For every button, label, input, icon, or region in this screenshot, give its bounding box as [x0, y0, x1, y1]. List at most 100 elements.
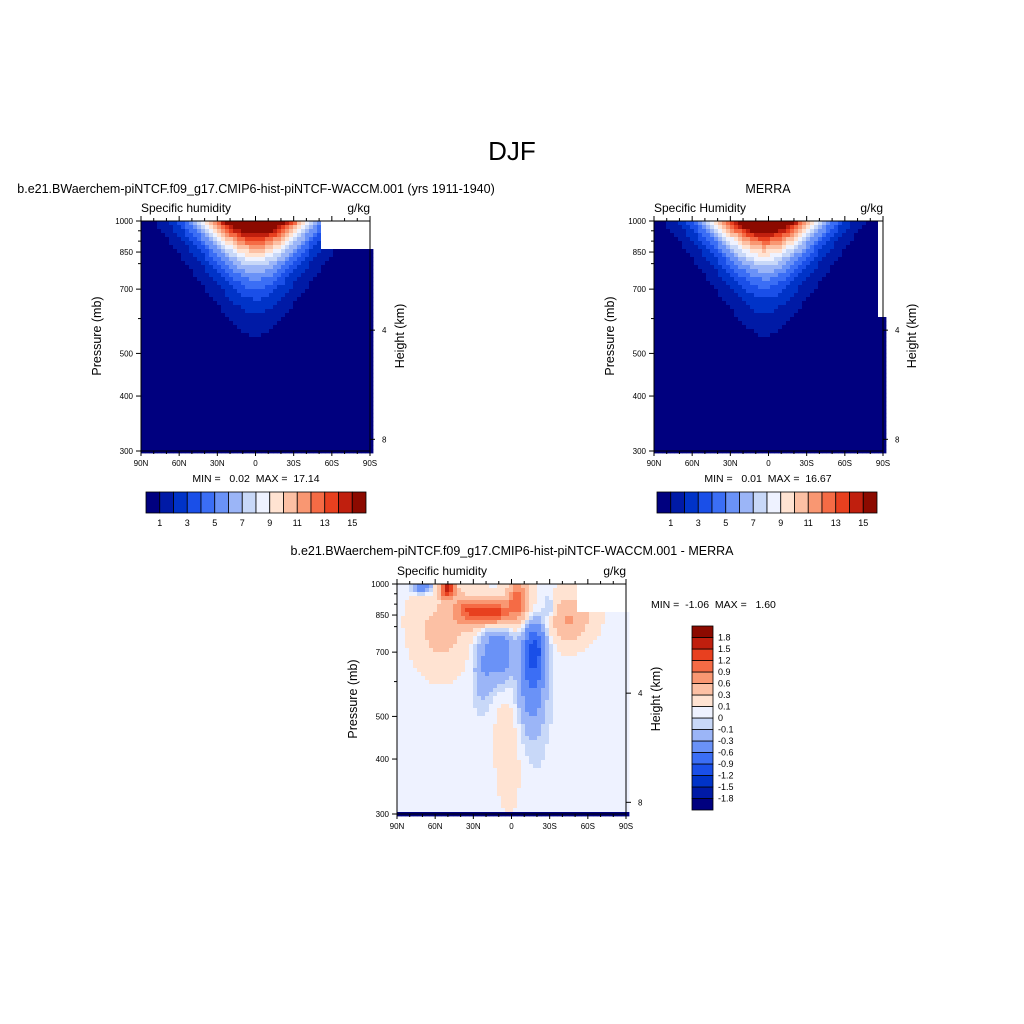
field-cell [185, 293, 190, 298]
field-cell [690, 249, 695, 254]
field-cell [834, 233, 839, 238]
field-cell [654, 269, 659, 274]
field-cell [714, 325, 719, 330]
field-cell [245, 237, 250, 242]
field-cell [293, 325, 298, 330]
field-cell [269, 353, 274, 358]
field-cell [149, 301, 154, 306]
field-cell [702, 249, 707, 254]
field-cell [722, 313, 727, 318]
field-cell [173, 393, 178, 398]
field-cell [237, 285, 242, 290]
field-cell [165, 265, 170, 270]
field-cell [866, 301, 871, 306]
field-cell [169, 413, 174, 418]
field-cell [337, 333, 342, 338]
field-cell [221, 325, 226, 330]
field-cell [694, 281, 699, 286]
field-cell [313, 309, 318, 314]
field-cell [706, 273, 711, 278]
field-cell [702, 297, 707, 302]
field-cell [193, 269, 198, 274]
field-cell [730, 289, 735, 294]
field-cell [329, 333, 334, 338]
field-cell [758, 233, 763, 238]
field-cell [197, 385, 202, 390]
field-cell [241, 361, 246, 366]
field-cell [878, 301, 883, 306]
field-cell [269, 389, 274, 394]
field-cell [301, 265, 306, 270]
field-cell [321, 397, 326, 402]
field-cell [181, 345, 186, 350]
field-cell [289, 441, 294, 446]
field-cell [245, 301, 250, 306]
field-cell [357, 365, 362, 370]
field-cell [209, 261, 214, 266]
field-cell [253, 265, 258, 270]
field-cell [357, 357, 362, 362]
field-cell [325, 377, 330, 382]
field-cell [281, 237, 286, 242]
field-cell [153, 349, 158, 354]
field-cell [245, 285, 250, 290]
field-cell [678, 277, 683, 282]
field-cell [169, 285, 174, 290]
field-cell [321, 313, 326, 318]
field-cell [177, 301, 182, 306]
field-cell [770, 233, 775, 238]
field-cell [253, 409, 258, 414]
field-cell [289, 385, 294, 390]
field-cell [810, 221, 815, 226]
field-cell [317, 329, 322, 334]
field-cell [309, 437, 314, 442]
field-cell [157, 313, 162, 318]
field-cell [357, 249, 362, 254]
field-cell [790, 229, 795, 234]
field-cell [261, 341, 266, 346]
field-cell [866, 225, 871, 230]
field-cell [774, 229, 779, 234]
field-cell [357, 425, 362, 430]
field-cell [329, 373, 334, 378]
field-cell [361, 261, 366, 266]
field-cell [714, 253, 719, 258]
field-cell [325, 385, 330, 390]
field-cell [333, 329, 338, 334]
field-cell [217, 377, 222, 382]
field-cell [325, 333, 330, 338]
field-cell [774, 253, 779, 258]
field-cell [694, 317, 699, 322]
field-cell [662, 269, 667, 274]
field-cell [718, 241, 723, 246]
field-cell [353, 353, 358, 358]
field-cell [694, 313, 699, 318]
field-cell [754, 241, 759, 246]
field-cell [830, 233, 835, 238]
field-cell [281, 269, 286, 274]
field-cell [293, 349, 298, 354]
field-cell [349, 329, 354, 334]
field-cell [221, 333, 226, 338]
field-cell [838, 265, 843, 270]
field-cell [814, 293, 819, 298]
field-cell [814, 245, 819, 250]
field-cell [337, 305, 342, 310]
field-cell [842, 265, 847, 270]
field-cell [213, 233, 218, 238]
field-cell [317, 265, 322, 270]
field-cell [882, 297, 887, 302]
field-cell [249, 361, 254, 366]
field-cell [153, 329, 158, 334]
field-cell [285, 381, 290, 386]
field-cell [297, 365, 302, 370]
field-cell [337, 273, 342, 278]
field-cell [810, 233, 815, 238]
field-cell [245, 293, 250, 298]
field-cell [718, 273, 723, 278]
field-cell [369, 321, 374, 326]
field-cell [237, 313, 242, 318]
field-cell [369, 353, 374, 358]
x-tick-label: 60S [325, 459, 339, 468]
field-cell [241, 257, 246, 262]
